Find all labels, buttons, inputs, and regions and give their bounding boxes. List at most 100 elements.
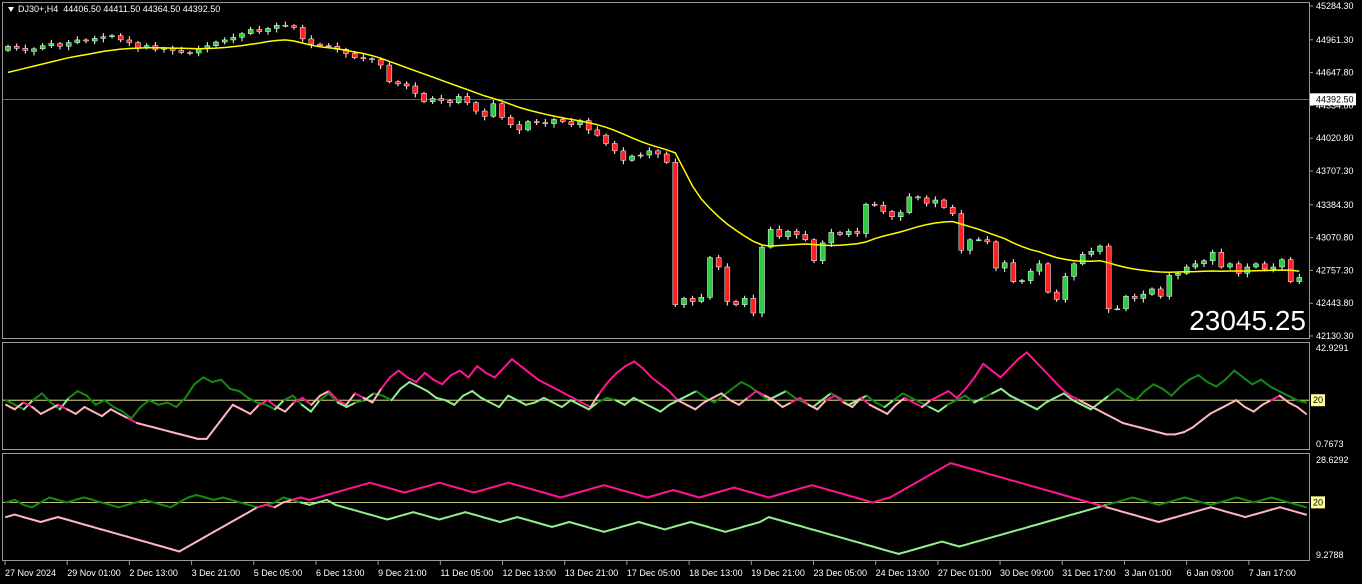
- candle: [958, 213, 965, 251]
- series-1-segment: [607, 371, 618, 383]
- series-1-segment: [694, 401, 705, 411]
- series-0-segment: [629, 521, 640, 526]
- price-tick-label: 45284.30: [1316, 1, 1354, 11]
- indicator-pane-2[interactable]: [2, 453, 1310, 561]
- overlay-value: 23045.25: [1189, 305, 1306, 336]
- candle: [741, 298, 748, 305]
- series-0-segment: [1224, 369, 1236, 381]
- series-1-segment: [1261, 399, 1273, 406]
- time-tick-label: 2 Dec 13:00: [129, 568, 178, 578]
- series-1-segment: [1156, 431, 1168, 436]
- candle: [91, 38, 98, 42]
- series-1-segment: [135, 538, 146, 543]
- candle: [429, 98, 436, 102]
- series-0-segment: [892, 392, 904, 402]
- series-0-segment: [31, 392, 43, 402]
- series-1-segment: [386, 486, 397, 492]
- series-0-segment: [1244, 498, 1255, 504]
- candle: [447, 100, 453, 103]
- series-1-segment: [397, 369, 409, 379]
- price-tick-label: 44334.80: [1316, 100, 1354, 110]
- ohlc-values: 44406.50 44411.50 44364.50 44392.50: [63, 4, 221, 14]
- series-1-segment: [265, 503, 276, 509]
- candle: [265, 28, 271, 32]
- series-0-segment: [1036, 401, 1047, 411]
- series-0-segment: [811, 399, 823, 408]
- series-0-segment: [247, 503, 259, 509]
- series-0-segment: [820, 392, 832, 402]
- series-1-segment: [663, 489, 675, 494]
- series-0-segment: [1179, 378, 1191, 388]
- series-1-segment: [624, 360, 636, 368]
- series-1-segment: [484, 371, 496, 379]
- series-0-segment: [1287, 394, 1298, 402]
- series-0-segment: [360, 511, 371, 516]
- series-1-segment: [799, 396, 810, 406]
- time-tick-label: 3 Dec 21:00: [192, 568, 241, 578]
- series-0-segment: [854, 540, 865, 546]
- series-0-segment: [1054, 392, 1065, 399]
- series-1-segment: [1140, 516, 1151, 521]
- series-0-segment: [369, 513, 380, 519]
- series-1-segment: [48, 516, 59, 521]
- series-0-segment: [336, 401, 348, 408]
- candle: [48, 43, 55, 46]
- series-0-segment: [195, 494, 207, 499]
- series-0-segment: [238, 390, 250, 399]
- series-0-segment: [345, 401, 357, 408]
- level-label: 20: [1313, 395, 1323, 405]
- series-1-segment: [66, 408, 77, 415]
- series-1-segment: [886, 403, 897, 415]
- candle: [273, 25, 280, 29]
- candle: [65, 42, 72, 47]
- series-0-segment: [776, 518, 787, 523]
- series-1-segment: [360, 481, 371, 487]
- series-1-segment: [308, 496, 319, 501]
- series-1-segment: [1270, 394, 1281, 402]
- series-0-segment: [668, 399, 680, 406]
- symbol-name: DJ30+,H4: [18, 4, 59, 14]
- candle: [31, 48, 37, 52]
- series-0-segment: [1270, 496, 1281, 501]
- candle: [499, 103, 505, 118]
- series-0-segment: [300, 403, 312, 413]
- series-1-segment: [204, 530, 215, 538]
- series-0-segment: [343, 506, 354, 511]
- series-0-segment: [901, 392, 913, 399]
- indicator-pane-1[interactable]: [2, 342, 1310, 450]
- series-0-segment: [1251, 378, 1263, 386]
- series-1-segment: [240, 408, 252, 415]
- series-0-segment: [390, 387, 402, 402]
- series-0-segment: [229, 387, 241, 393]
- series-1-segment: [473, 489, 484, 494]
- candle: [317, 43, 323, 46]
- series-1-segment: [733, 486, 744, 492]
- candle: [932, 199, 939, 204]
- series-1-segment: [982, 362, 993, 372]
- series-0-segment: [471, 390, 483, 399]
- dropdown-triangle-icon[interactable]: [8, 7, 14, 13]
- series-0-segment: [1192, 498, 1203, 504]
- series-1-segment: [1174, 431, 1185, 436]
- series-0-segment: [399, 381, 411, 390]
- series-1-segment: [646, 494, 657, 499]
- series-0-segment: [785, 390, 796, 399]
- candle: [1001, 262, 1008, 269]
- series-1-segment: [1261, 508, 1273, 514]
- series-0-segment: [39, 496, 51, 504]
- price-pane[interactable]: [2, 2, 1310, 339]
- candle: [975, 239, 982, 242]
- series-0-segment: [126, 501, 137, 506]
- series-1-segment: [117, 533, 129, 538]
- series-1-segment: [589, 392, 601, 408]
- series-1-segment: [1235, 399, 1246, 408]
- candle: [906, 196, 913, 213]
- candle: [464, 96, 471, 103]
- series-0-segment: [578, 403, 590, 411]
- series-0-segment: [623, 396, 635, 406]
- series-0-segment: [1123, 496, 1134, 501]
- series-1-segment: [528, 371, 540, 381]
- series-0-segment: [175, 396, 187, 408]
- series-1-segment: [1045, 489, 1056, 494]
